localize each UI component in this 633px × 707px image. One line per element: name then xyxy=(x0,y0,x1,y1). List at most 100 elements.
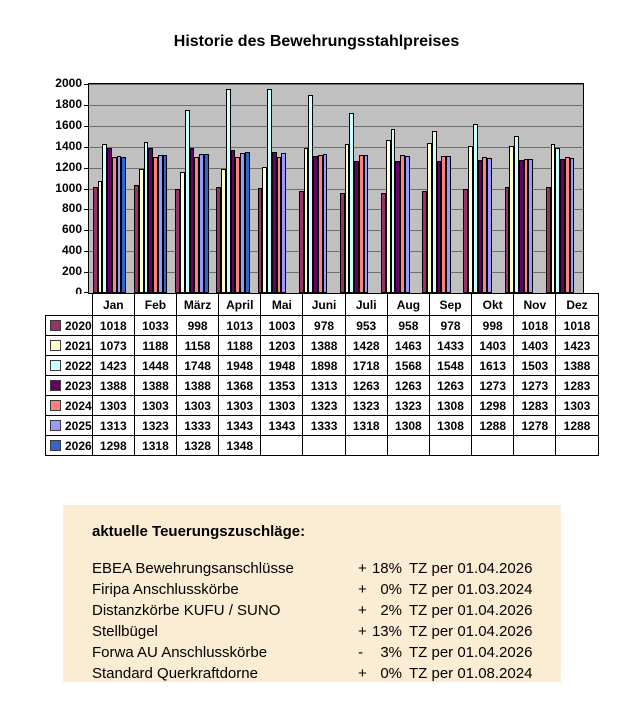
legend-year-label: 2024 xyxy=(65,398,92,413)
value-cell-2024-Mai: 1303 xyxy=(260,395,304,416)
value-cell-2020-Sep: 978 xyxy=(428,315,473,336)
bar-2024-Juli xyxy=(358,154,364,293)
bar-2020-April xyxy=(216,187,222,293)
y-axis-tick xyxy=(84,292,89,293)
bar-2020-Juni xyxy=(298,190,304,293)
bar-2024-April xyxy=(235,156,241,293)
bar-2023-Jan xyxy=(107,147,112,293)
month-header-Jan: Jan xyxy=(91,293,135,316)
bar-2025-Juli xyxy=(363,155,369,293)
legend-cell-2025: 2025 xyxy=(45,415,93,436)
surcharge-rest: TZ per 01.04.2026 xyxy=(409,644,533,661)
value-cell-2025-Juni: 1333 xyxy=(302,415,346,436)
value-cell-2024-Sep: 1308 xyxy=(428,395,473,416)
bar-2021-Juli xyxy=(344,143,350,293)
y-tick-label: 600 xyxy=(61,222,82,237)
bar-2022-Aug xyxy=(390,129,396,293)
surcharge-label: Stellbügel xyxy=(92,623,158,640)
bar-2020-Juli xyxy=(339,193,345,293)
value-cell-2026-Juni xyxy=(302,435,346,456)
surcharge-sign: - xyxy=(358,644,363,661)
y-tick-label: 1400 xyxy=(55,138,82,153)
bar-2021-Feb xyxy=(138,168,144,293)
value-cell-2020-Feb: 1033 xyxy=(133,315,178,336)
surcharge-percent: 2% xyxy=(380,602,402,619)
bar-2025-Mai xyxy=(281,152,287,293)
value-cell-2026-April: 1348 xyxy=(218,435,262,456)
value-cell-2020-Juni: 978 xyxy=(302,315,346,336)
bar-2026-März xyxy=(203,154,209,293)
month-header-April: April xyxy=(218,293,262,316)
value-cell-2022-Okt: 1613 xyxy=(471,355,515,376)
bar-2023-Okt xyxy=(477,159,483,293)
value-cell-2022-Aug: 1568 xyxy=(386,355,430,376)
y-axis: 0 200 400 600 800 1000 1200 1400 1600 1800 2000 xyxy=(18,76,82,299)
value-cell-2021-Okt: 1403 xyxy=(471,335,515,356)
value-cell-2022-Nov: 1503 xyxy=(513,355,557,376)
surcharge-percent: 3% xyxy=(380,644,402,661)
value-cell-2026-Aug xyxy=(386,435,430,456)
value-cell-2023-Okt: 1273 xyxy=(471,375,515,396)
surcharge-rest: TZ per 01.04.2026 xyxy=(409,602,533,619)
legend-swatch-2023 xyxy=(50,379,61,391)
bar-2022-Okt xyxy=(472,124,478,293)
value-cell-2020-Jan: 1018 xyxy=(91,315,135,336)
bar-2021-März xyxy=(180,172,185,293)
table-row-2020: 2020 1018 1033 998 1013 1003 978 953 958 978 998 10… xyxy=(45,315,599,336)
legend-cell-2023: 2023 xyxy=(45,375,93,396)
value-cell-2025-Aug: 1308 xyxy=(386,415,430,436)
bar-2021-Sep xyxy=(427,143,432,293)
gridline xyxy=(89,84,583,85)
bar-2020-März xyxy=(175,188,181,293)
surcharge-row-4: Forwa AU Anschlusskörbe -3% TZ per 01.04.2… xyxy=(92,642,561,663)
surcharge-label: Forwa AU Anschlusskörbe xyxy=(92,644,268,661)
bar-2023-Nov xyxy=(518,159,524,293)
gridline xyxy=(89,146,583,148)
value-cell-2022-Juni: 1898 xyxy=(302,355,346,376)
bar-2020-Okt xyxy=(463,188,469,293)
bar-2025-Sep xyxy=(446,156,451,293)
legend-year-label: 2020 xyxy=(65,318,92,333)
value-cell-2020-Juli: 953 xyxy=(344,315,388,336)
surcharge-row-2: Distanzkörbe KUFU / SUNO +2% TZ per 01.04.… xyxy=(92,600,561,621)
y-tick-label: 2000 xyxy=(55,76,82,90)
bar-2024-Okt xyxy=(482,157,488,293)
legend-swatch-2021 xyxy=(50,339,61,351)
surcharge-rest: TZ per 01.08.2024 xyxy=(409,665,533,682)
bar-2020-Jan xyxy=(92,186,98,293)
value-cell-2021-Aug: 1463 xyxy=(386,335,430,356)
legend-year-label: 2023 xyxy=(65,378,92,393)
y-tick-label: 1600 xyxy=(55,117,82,132)
value-cell-2023-Sep: 1263 xyxy=(428,375,473,396)
surcharge-percent: 18% xyxy=(371,560,402,577)
surcharge-list: EBEA Bewehrungsanschlüsse +18% TZ per 01.0… xyxy=(92,558,561,684)
y-tick-label: 1000 xyxy=(55,180,82,195)
value-cell-2023-Juni: 1313 xyxy=(302,375,346,396)
y-axis-tick xyxy=(84,146,89,148)
bar-2024-Dez xyxy=(564,156,570,293)
value-cell-2025-Sep: 1308 xyxy=(428,415,473,436)
bar-2022-Sep xyxy=(431,131,437,293)
value-cell-2022-Sep: 1548 xyxy=(428,355,473,376)
value-cell-2025-Feb: 1323 xyxy=(133,415,178,436)
y-tick-label: 800 xyxy=(61,201,82,216)
value-cell-2020-Aug: 958 xyxy=(386,315,430,336)
value-cell-2020-Dez: 1018 xyxy=(555,315,599,336)
table-row-2021: 2021 1073 1188 1158 1188 1203 1388 1428 1463 1433… xyxy=(45,335,599,356)
gridline xyxy=(89,251,583,253)
value-cell-2026-März: 1328 xyxy=(176,435,220,456)
legend-year-label: 2025 xyxy=(65,418,92,433)
plot-area xyxy=(84,83,584,294)
value-cell-2021-April: 1188 xyxy=(218,335,262,356)
value-cell-2021-März: 1158 xyxy=(176,335,220,356)
surcharge-row-0: EBEA Bewehrungsanschlüsse +18% TZ per 01.0… xyxy=(92,558,561,579)
bar-2026-April xyxy=(244,152,250,293)
value-cell-2024-Okt: 1298 xyxy=(471,395,515,416)
bar-2021-Juni xyxy=(303,147,309,293)
value-cell-2025-Jan: 1313 xyxy=(91,415,135,436)
legend-swatch-2026 xyxy=(50,439,61,451)
surcharge-label: Firipa Anschlusskörbe xyxy=(92,581,239,598)
value-cell-2022-Feb: 1448 xyxy=(133,355,178,376)
value-cell-2020-Nov: 1018 xyxy=(513,315,557,336)
